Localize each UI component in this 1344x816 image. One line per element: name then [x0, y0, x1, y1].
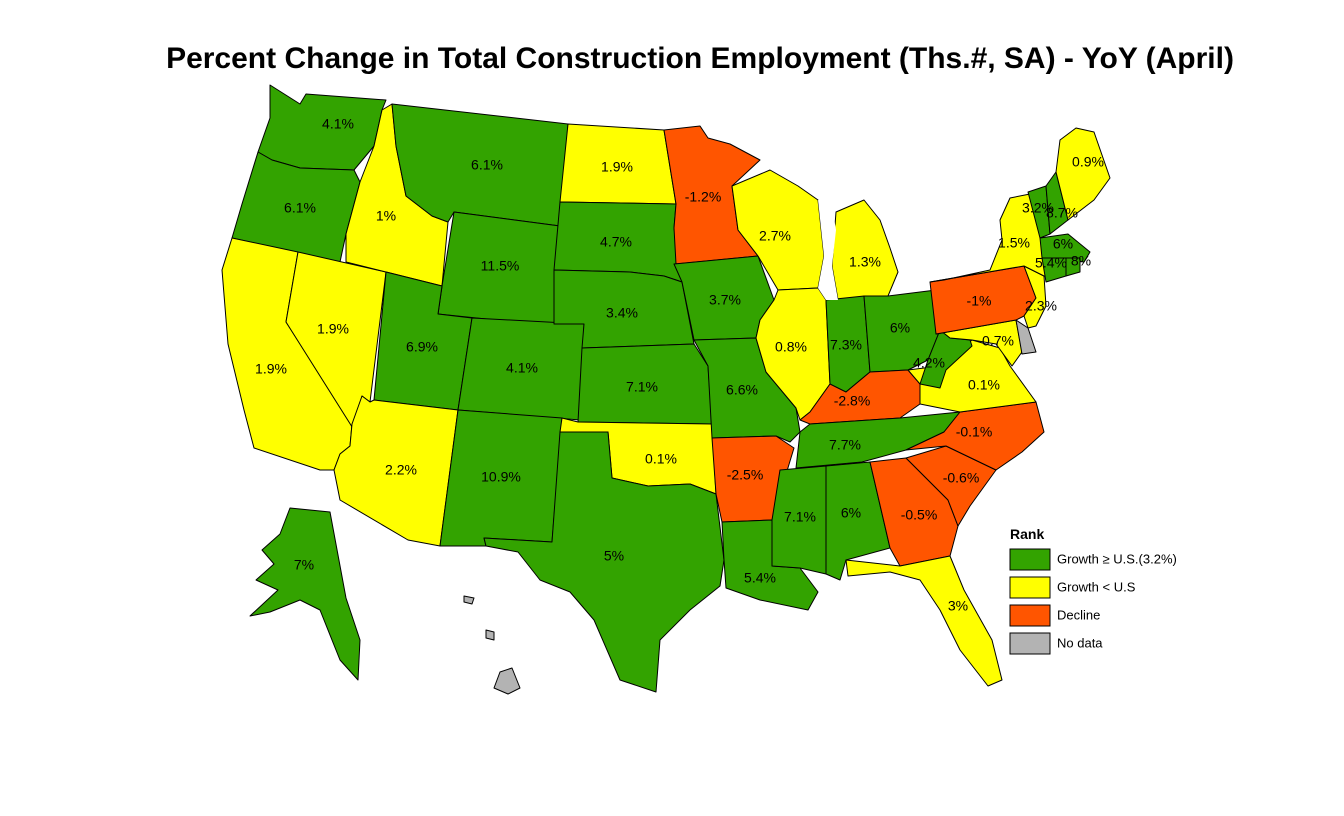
state-label-la: 5.4% [744, 570, 776, 586]
state-me [1055, 127, 1111, 221]
state-label-md: 0.7% [982, 333, 1014, 349]
state-label-ri: 8% [1071, 253, 1091, 269]
state-label-id: 1% [376, 208, 396, 224]
state-mi [831, 199, 899, 301]
state-label-mo: 6.6% [726, 382, 758, 398]
state-label-nd: 1.9% [601, 159, 633, 175]
state-label-ne: 3.4% [606, 305, 638, 321]
state-label-ky: -2.8% [834, 393, 871, 409]
state-hi [463, 595, 521, 695]
legend: Rank Growth ≥ U.S.(3.2%) Growth < U.S Decl… [1009, 526, 1177, 655]
state-label-oh: 6% [890, 320, 910, 336]
state-label-wi: 2.7% [759, 228, 791, 244]
state-label-ms: 7.1% [784, 509, 816, 525]
state-label-sd: 4.7% [600, 234, 632, 250]
legend-items: Growth ≥ U.S.(3.2%) Growth < U.S Decline No… [1009, 548, 1177, 655]
state-label-fl: 3% [948, 598, 968, 614]
state-label-ar: -2.5% [727, 467, 764, 483]
state-ma [1039, 233, 1091, 263]
map-title: Percent Change in Total Construction Emp… [166, 42, 1234, 75]
state-label-mn: -1.2% [685, 189, 722, 205]
state-label-ma: 6% [1053, 236, 1073, 252]
state-label-ut: 6.9% [406, 339, 438, 355]
state-label-nm: 10.9% [481, 469, 521, 485]
legend-title: Rank [1010, 526, 1044, 542]
state-de [1015, 319, 1037, 355]
legend-swatch-growth-above [1009, 548, 1051, 571]
state-label-ga: -0.5% [901, 507, 938, 523]
state-label-va: 0.1% [968, 377, 1000, 393]
legend-swatch-growth-below [1009, 576, 1051, 599]
state-label-vt: 3.2% [1022, 200, 1054, 216]
state-label-az: 2.2% [385, 462, 417, 478]
state-label-ok: 0.1% [645, 451, 677, 467]
lake-michigan [818, 200, 838, 300]
state-label-mi: 1.3% [849, 254, 881, 270]
state-label-me: 0.9% [1072, 154, 1104, 170]
legend-label-no-data: No data [1057, 635, 1103, 650]
state-label-ak: 7% [294, 557, 314, 573]
state-tx [483, 431, 725, 693]
state-label-nj: 2.3% [1025, 298, 1057, 314]
state-label-ny: 1.5% [998, 235, 1030, 251]
state-label-co: 4.1% [506, 360, 538, 376]
legend-swatch-no-data [1009, 632, 1051, 655]
state-nj [1023, 265, 1047, 329]
state-label-tx: 5% [604, 548, 624, 564]
state-label-pa: -1% [967, 293, 992, 309]
state-label-mt: 6.1% [471, 157, 503, 173]
state-label-tn: 7.7% [829, 437, 861, 453]
labels-layer: 4.1% 6.1% 1.9% 1.9% 1% 6.1% 11.5% 6.9% 2.2% 4.1% 1… [255, 116, 1104, 614]
state-label-nc: -0.1% [956, 424, 993, 440]
state-fl [845, 555, 1003, 687]
state-label-il: 0.8% [775, 339, 807, 355]
state-label-ca: 1.9% [255, 361, 287, 377]
state-label-sc: -0.6% [943, 470, 980, 486]
state-ri [1065, 257, 1081, 277]
state-ak [249, 507, 361, 681]
state-wa [257, 84, 387, 171]
state-label-ks: 7.1% [626, 379, 658, 395]
state-label-or: 6.1% [284, 200, 316, 216]
state-label-al: 6% [841, 505, 861, 521]
legend-label-growth-below: Growth < U.S [1057, 579, 1136, 594]
state-label-nh: 8.7% [1046, 205, 1078, 221]
legend-label-growth-above: Growth ≥ U.S.(3.2%) [1057, 551, 1177, 566]
state-label-in: 7.3% [830, 337, 862, 353]
legend-swatch-decline [1009, 604, 1051, 627]
state-label-nv: 1.9% [317, 321, 349, 337]
states-layer [221, 84, 1111, 695]
state-label-ia: 3.7% [709, 292, 741, 308]
legend-label-decline: Decline [1057, 607, 1100, 622]
state-label-ct: 5.4% [1035, 255, 1067, 271]
state-label-wa: 4.1% [322, 116, 354, 132]
state-label-wy: 11.5% [481, 258, 520, 274]
state-label-wv: 4.2% [913, 355, 945, 371]
